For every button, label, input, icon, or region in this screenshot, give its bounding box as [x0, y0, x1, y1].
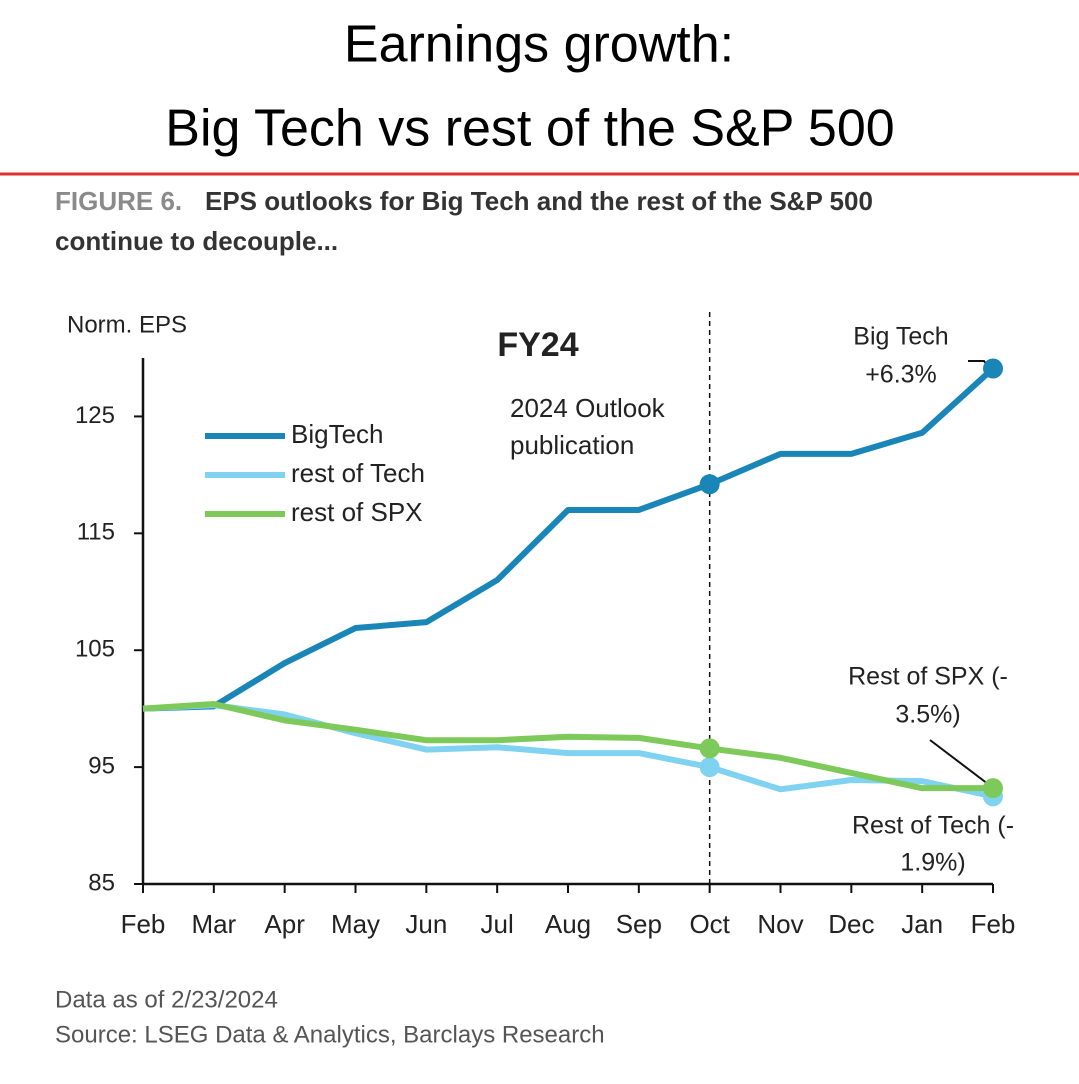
x-tick-label: Apr: [264, 909, 305, 939]
x-tick-label: Jun: [405, 909, 447, 939]
x-tick-label: Jul: [481, 909, 514, 939]
y-tick-label: 85: [88, 869, 115, 896]
x-tick-label: Jan: [901, 909, 943, 939]
footnote: Data as of 2/23/2024: [55, 986, 278, 1013]
annotation: Big Tech: [853, 323, 948, 351]
x-tick-label: Nov: [757, 909, 803, 939]
legend-label: BigTech: [291, 419, 384, 449]
legend-label: rest of SPX: [291, 497, 423, 527]
marker: [699, 757, 720, 778]
x-tick-label: Aug: [545, 909, 591, 939]
x-tick-label: Dec: [828, 909, 874, 939]
y-tick-label: 115: [77, 519, 115, 546]
series-line: [142, 702, 994, 800]
subtitle: EPS outlooks for Big Tech and the rest o…: [205, 186, 873, 216]
x-tick-label: May: [331, 909, 380, 939]
vline-label: 2024 Outlook: [510, 393, 666, 423]
chart-title: Earnings growth:: [344, 16, 734, 74]
marker: [983, 358, 1003, 379]
annotation: Rest of SPX (-: [848, 663, 1008, 691]
y-tick-label: 105: [75, 636, 115, 663]
annotation: Rest of Tech (-: [852, 812, 1014, 840]
marker: [699, 738, 720, 759]
figure-label: FIGURE 6.: [55, 186, 182, 216]
footnote: Source: LSEG Data & Analytics, Barclays …: [55, 1021, 605, 1048]
x-tick-label: Feb: [121, 909, 166, 939]
y-axis-label: Norm. EPS: [67, 311, 187, 338]
x-tick-label: Sep: [616, 909, 662, 939]
marker: [983, 778, 1003, 799]
marker: [699, 474, 720, 495]
subtitle: continue to decouple...: [55, 226, 338, 256]
y-tick-label: 125: [75, 402, 115, 429]
annotation: 1.9%): [900, 849, 965, 877]
period-label: FY24: [497, 326, 578, 364]
vline-label: publication: [510, 430, 634, 460]
x-tick-label: Oct: [689, 909, 730, 939]
annotation: +6.3%: [865, 361, 937, 389]
y-tick-label: 95: [88, 752, 115, 779]
x-tick-label: Mar: [191, 909, 236, 939]
chart-title: Big Tech vs rest of the S&P 500: [165, 100, 894, 158]
series-line: [142, 366, 996, 712]
series-line: [142, 700, 993, 792]
legend-label: rest of Tech: [291, 458, 425, 488]
x-tick-label: Feb: [971, 909, 1016, 939]
annotation: 3.5%): [895, 701, 960, 729]
annotation-leader: [929, 739, 989, 785]
